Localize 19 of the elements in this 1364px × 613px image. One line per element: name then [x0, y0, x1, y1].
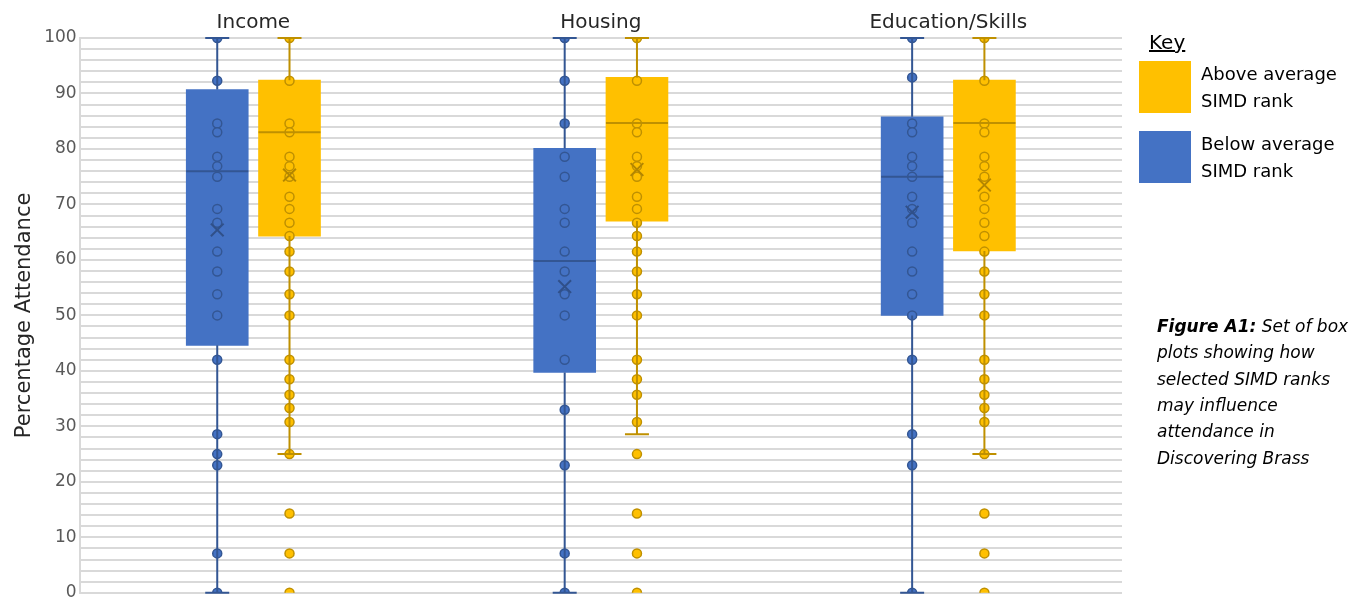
text: Below average SIMD rank	[1201, 132, 1336, 183]
y-tick-label: 90	[55, 81, 77, 102]
y-tick-label: 20	[55, 470, 77, 491]
x-tick-label: Housing	[560, 9, 642, 34]
y-tick-label: 30	[55, 414, 77, 435]
y-tick-label: 100	[44, 26, 77, 47]
caption: Figure A1: Set of box plots showing how selected SIMD ranks may influence attendance in Discovering Brass	[1157, 316, 1349, 468]
y-tick-label: 80	[55, 137, 77, 158]
text: Above average SIMD rank	[1201, 62, 1338, 113]
x-tick-label: Education/Skills	[869, 9, 1028, 34]
y-tick-label: 40	[55, 359, 77, 380]
y-tick-label: 60	[55, 248, 77, 269]
y-tick-label: 70	[55, 192, 77, 213]
x-tick-label: Income	[216, 9, 291, 34]
y-tick-label: 10	[55, 525, 77, 546]
y-tick-label: 50	[55, 303, 77, 324]
y-tick-label: 0	[65, 581, 77, 602]
legend-title: Key	[1149, 30, 1187, 54]
y-axis-title: Percentage Attendance	[11, 192, 36, 439]
